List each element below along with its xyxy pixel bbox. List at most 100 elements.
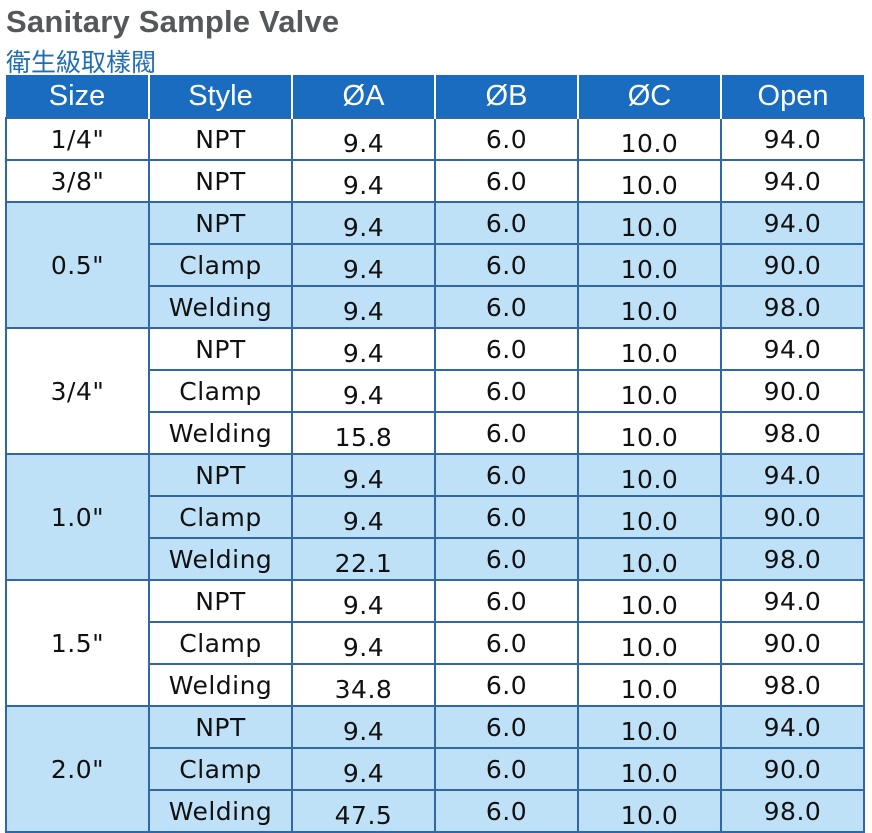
size-cell: 3/8" [5,159,150,203]
diameter-a-cell: 9.4 [291,621,436,665]
table-row: Welding 34.8 6.0 10.0 98.0 [6,663,865,707]
diameter-a-cell: 9.4 [291,243,436,287]
style-cell: NPT [148,579,293,623]
size-cell: 2.0" [5,705,150,833]
style-cell: Welding [148,663,293,707]
open-cell: 98.0 [720,411,865,455]
diameter-b-cell: 6.0 [434,453,579,497]
open-cell: 98.0 [720,285,865,329]
header-diameter-c: ØC [577,75,721,118]
diameter-c-cell: 10.0 [577,705,722,749]
diameter-c-cell: 10.0 [577,327,722,371]
diameter-c-cell: 10.0 [577,579,722,623]
style-cell: Clamp [148,495,293,539]
diameter-c-cell: 10.0 [577,285,722,329]
style-cell: NPT [148,159,293,203]
diameter-c-cell: 10.0 [577,537,722,581]
diameter-b-cell: 6.0 [434,243,579,287]
diameter-a-cell: 9.4 [291,285,436,329]
style-cell: Clamp [148,621,293,665]
diameter-c-cell: 10.0 [577,117,722,161]
table-row: Welding 22.1 6.0 10.0 98.0 [6,537,865,581]
diameter-b-cell: 6.0 [434,285,579,329]
size-cell: 3/4" [5,327,150,455]
header-diameter-b: ØB [434,75,578,118]
size-cell: 1.5" [5,579,150,707]
diameter-c-cell: 10.0 [577,495,722,539]
diameter-b-cell: 6.0 [434,159,579,203]
open-cell: 94.0 [720,201,865,245]
diameter-a-cell: 47.5 [291,789,436,833]
style-cell: NPT [148,117,293,161]
open-cell: 94.0 [720,453,865,497]
diameter-c-cell: 10.0 [577,747,722,791]
table-row: Welding 15.8 6.0 10.0 98.0 [6,411,865,455]
diameter-a-cell: 34.8 [291,663,436,707]
style-cell: NPT [148,201,293,245]
table-row: 0.5" NPT 9.4 6.0 10.0 94.0 [5,201,865,329]
header-open: Open [720,75,864,118]
diameter-b-cell: 6.0 [434,327,579,371]
diameter-c-cell: 10.0 [577,621,722,665]
diameter-b-cell: 6.0 [434,537,579,581]
table-row: 3/8" NPT 9.4 6.0 10.0 94.0 [5,159,865,203]
diameter-a-cell: 9.4 [291,495,436,539]
open-cell: 94.0 [720,327,865,371]
size-cell: 1.0" [5,453,150,581]
diameter-c-cell: 10.0 [577,201,722,245]
diameter-b-cell: 6.0 [434,369,579,413]
open-cell: 90.0 [720,369,865,413]
diameter-a-cell: 9.4 [291,327,436,371]
open-cell: 94.0 [720,117,865,161]
style-cell: NPT [148,327,293,371]
style-cell: Welding [148,411,293,455]
table-row: 1.0" NPT 9.4 6.0 10.0 94.0 [5,453,865,581]
table-row: Clamp 9.4 6.0 10.0 90.0 [6,747,865,791]
table-row: 3/4" NPT 9.4 6.0 10.0 94.0 [5,327,865,455]
diameter-b-cell: 6.0 [434,705,579,749]
style-cell: NPT [148,453,293,497]
open-cell: 98.0 [720,537,865,581]
open-cell: 94.0 [720,159,865,203]
size-cell: 0.5" [5,201,150,329]
table-row: Welding 9.4 6.0 10.0 98.0 [6,285,865,329]
diameter-c-cell: 10.0 [577,663,722,707]
diameter-a-cell: 9.4 [291,705,436,749]
specs-table: Size Style ØA ØB ØC Open 1/4" NPT 9.4 6.0 10… [5,75,865,833]
diameter-a-cell: 9.4 [291,579,436,623]
style-cell: Welding [148,537,293,581]
header-style: Style [148,75,292,118]
diameter-c-cell: 10.0 [577,453,722,497]
diameter-b-cell: 6.0 [434,621,579,665]
open-cell: 98.0 [720,789,865,833]
diameter-a-cell: 15.8 [291,411,436,455]
diameter-b-cell: 6.0 [434,663,579,707]
table-row: Clamp 9.4 6.0 10.0 90.0 [6,369,865,413]
style-cell: Welding [148,285,293,329]
diameter-b-cell: 6.0 [434,201,579,245]
open-cell: 94.0 [720,579,865,623]
page-subtitle: 衛生級取樣閥 [6,48,157,77]
diameter-c-cell: 10.0 [577,369,722,413]
diameter-a-cell: 9.4 [291,159,436,203]
diameter-a-cell: 9.4 [291,201,436,245]
diameter-b-cell: 6.0 [434,411,579,455]
diameter-a-cell: 9.4 [291,369,436,413]
table-row: Clamp 9.4 6.0 10.0 90.0 [6,243,865,287]
table-row: Clamp 9.4 6.0 10.0 90.0 [6,621,865,665]
table-body: 1/4" NPT 9.4 6.0 10.0 94.0 3/8" NPT 9.4 6.0 10.0 94… [5,117,865,833]
style-cell: Clamp [148,243,293,287]
diameter-c-cell: 10.0 [577,411,722,455]
diameter-c-cell: 10.0 [577,789,722,833]
page-title: Sanitary Sample Valve [6,4,340,39]
open-cell: 90.0 [720,621,865,665]
diameter-c-cell: 10.0 [577,243,722,287]
open-cell: 90.0 [720,243,865,287]
diameter-b-cell: 6.0 [434,747,579,791]
table-header-row: Size Style ØA ØB ØC Open [6,75,864,118]
style-cell: Welding [148,789,293,833]
header-size: Size [6,75,149,118]
diameter-a-cell: 9.4 [291,117,436,161]
table-row: 1.5" NPT 9.4 6.0 10.0 94.0 [5,579,865,707]
diameter-a-cell: 22.1 [291,537,436,581]
